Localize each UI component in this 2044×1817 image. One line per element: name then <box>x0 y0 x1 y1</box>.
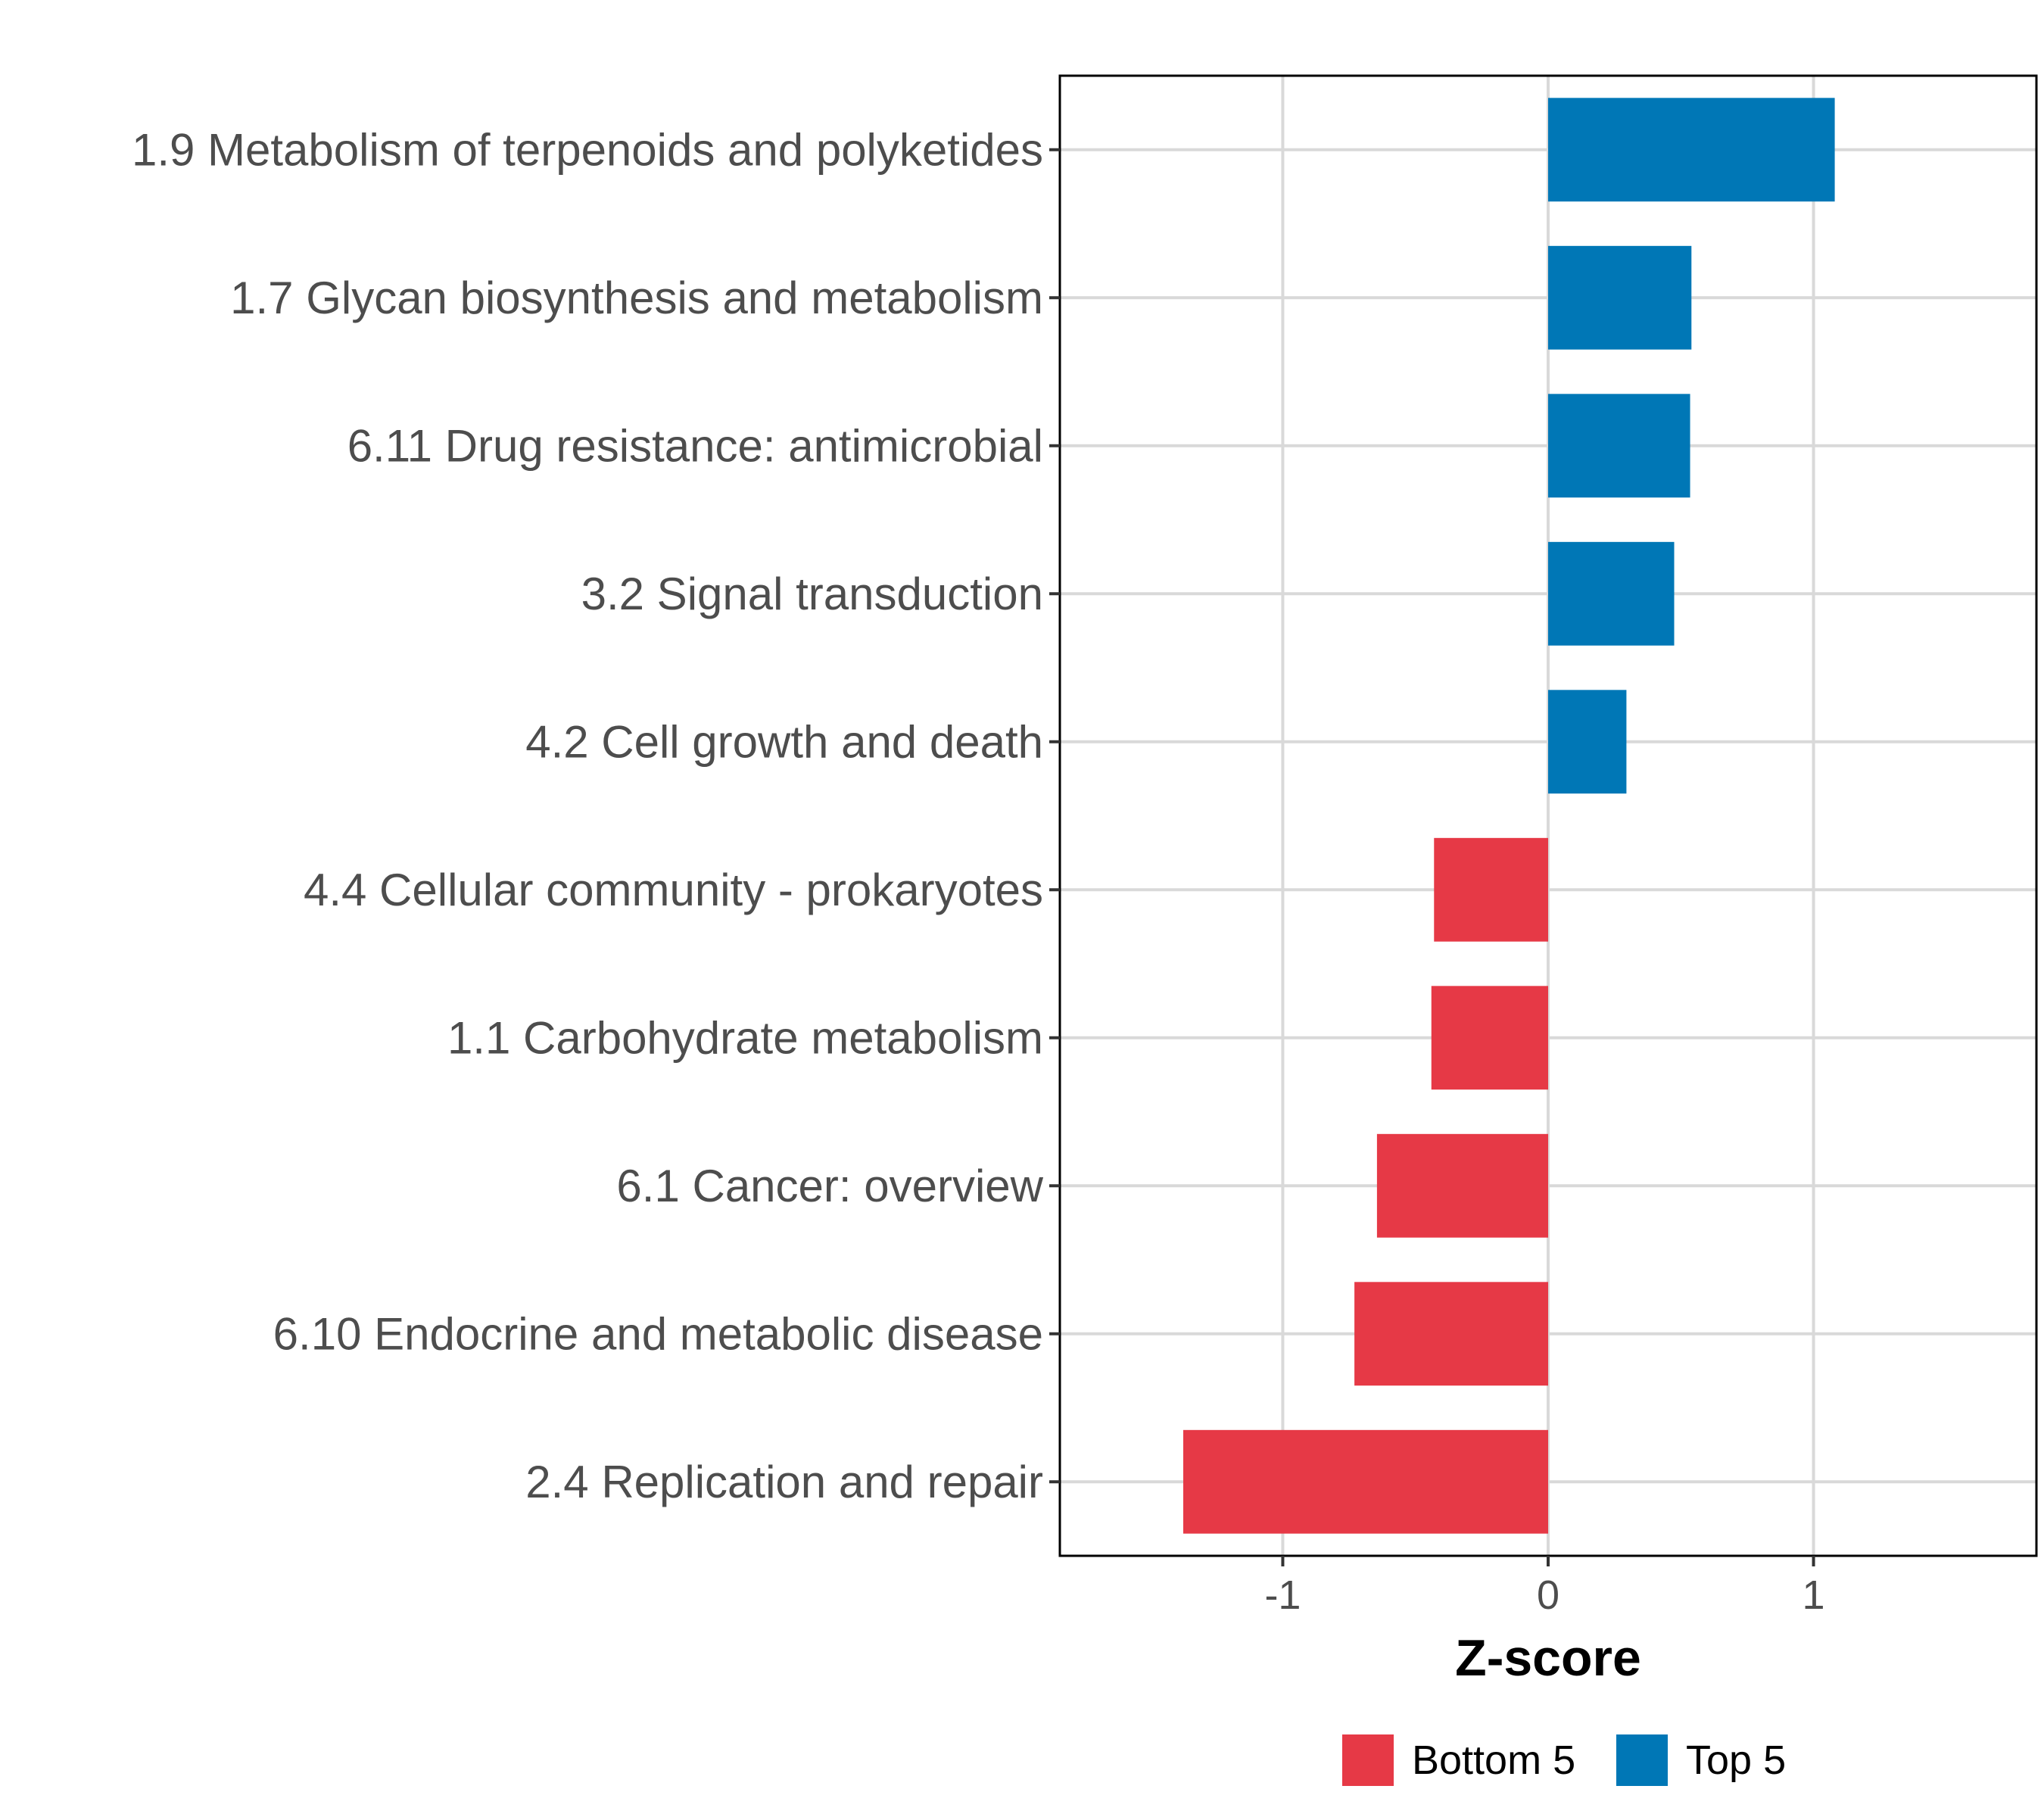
y-axis: 1.9 Metabolism of terpenoids and polyket… <box>132 124 1060 1507</box>
legend-label: Top 5 <box>1686 1738 1786 1783</box>
bar-10 <box>1183 1429 1548 1534</box>
x-axis: -1 0 1 <box>1264 1556 1825 1618</box>
category-label: 4.4 Cellular community - prokaryotes <box>304 865 1043 915</box>
bar-2 <box>1548 245 1692 350</box>
x-tick-label: 0 <box>1537 1572 1559 1618</box>
legend-label: Bottom 5 <box>1412 1738 1575 1783</box>
legend: Bottom 5 Top 5 <box>1342 1734 1786 1786</box>
category-label: 1.7 Glycan biosynthesis and metabolism <box>230 273 1043 323</box>
category-label: 1.9 Metabolism of terpenoids and polyket… <box>132 124 1043 175</box>
bar-5 <box>1548 690 1627 794</box>
legend-key-2 <box>1616 1734 1668 1786</box>
bar-4 <box>1548 541 1675 646</box>
bar-6 <box>1434 837 1548 942</box>
legend-key-1 <box>1342 1734 1394 1786</box>
category-label: 6.11 Drug resistance: antimicrobial <box>347 420 1043 471</box>
category-label: 4.2 Cell growth and death <box>525 716 1043 767</box>
category-label: 6.10 Endocrine and metabolic disease <box>273 1308 1043 1359</box>
bar-7 <box>1431 986 1548 1090</box>
bars <box>1183 98 1835 1534</box>
category-label: 6.1 Cancer: overview <box>616 1161 1043 1211</box>
category-label: 2.4 Replication and repair <box>525 1457 1043 1507</box>
category-label: 1.1 Carbohydrate metabolism <box>447 1012 1043 1063</box>
x-tick-label: -1 <box>1264 1572 1301 1618</box>
bar-1 <box>1548 98 1835 202</box>
bar-8 <box>1376 1133 1548 1238</box>
category-label: 3.2 Signal transduction <box>581 569 1043 619</box>
x-axis-title: Z-score <box>1455 1629 1641 1687</box>
bar-3 <box>1548 394 1690 498</box>
x-tick-label: 1 <box>1803 1572 1825 1618</box>
bar-9 <box>1354 1282 1548 1386</box>
